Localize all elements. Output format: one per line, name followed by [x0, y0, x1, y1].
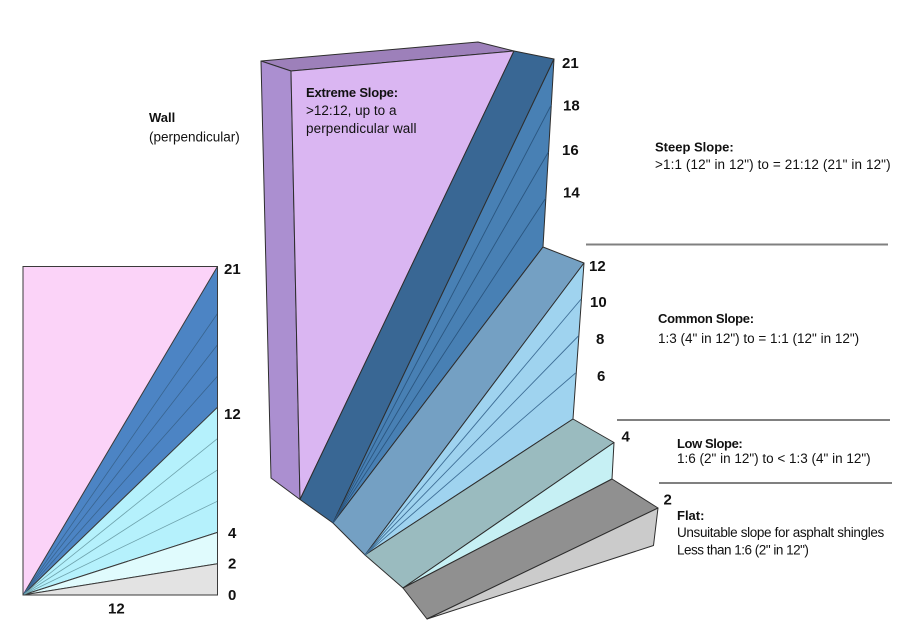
- svg-text:10: 10: [590, 294, 607, 311]
- svg-text:Steep Slope:: Steep Slope:: [655, 140, 734, 155]
- svg-text:14: 14: [563, 185, 580, 202]
- svg-text:12: 12: [108, 601, 125, 618]
- svg-text:Less than 1:6 (2" in 12"): Less than 1:6 (2" in 12"): [677, 543, 808, 558]
- svg-text:1:6 (2" in 12") to < 1:3 (4" i: 1:6 (2" in 12") to < 1:3 (4" in 12"): [677, 451, 871, 466]
- svg-text:16: 16: [562, 142, 579, 159]
- svg-text:Flat:: Flat:: [677, 508, 704, 523]
- svg-text:4: 4: [228, 525, 237, 542]
- svg-text:2: 2: [664, 492, 672, 509]
- svg-text:Unsuitable slope for asphalt s: Unsuitable slope for asphalt shingles: [677, 525, 885, 540]
- svg-text:12: 12: [589, 258, 606, 275]
- svg-text:>12:12, up to a: >12:12, up to a: [306, 103, 397, 118]
- svg-text:12: 12: [224, 406, 241, 423]
- svg-text:1:3 (4" in 12") to = 1:1 (12": 1:3 (4" in 12") to = 1:1 (12" in 12"): [658, 331, 859, 346]
- svg-text:Extreme Slope:: Extreme Slope:: [306, 85, 398, 100]
- svg-text:perpendicular wall: perpendicular wall: [306, 121, 417, 136]
- svg-text:Low Slope:: Low Slope:: [677, 436, 742, 451]
- svg-text:Common Slope:: Common Slope:: [658, 311, 754, 326]
- svg-text:Wall: Wall: [149, 110, 175, 125]
- svg-text:4: 4: [622, 429, 631, 446]
- svg-text:6: 6: [597, 368, 605, 385]
- svg-text:8: 8: [596, 331, 604, 348]
- svg-text:2: 2: [228, 556, 236, 573]
- svg-text:21: 21: [224, 261, 241, 278]
- svg-text:(perpendicular): (perpendicular): [149, 130, 240, 145]
- svg-text:0: 0: [228, 587, 236, 604]
- svg-text:18: 18: [563, 98, 580, 115]
- svg-text:21: 21: [562, 55, 579, 72]
- svg-text:>1:1 (12" in 12") to = 21:12 (: >1:1 (12" in 12") to = 21:12 (21" in 12"…: [655, 157, 891, 172]
